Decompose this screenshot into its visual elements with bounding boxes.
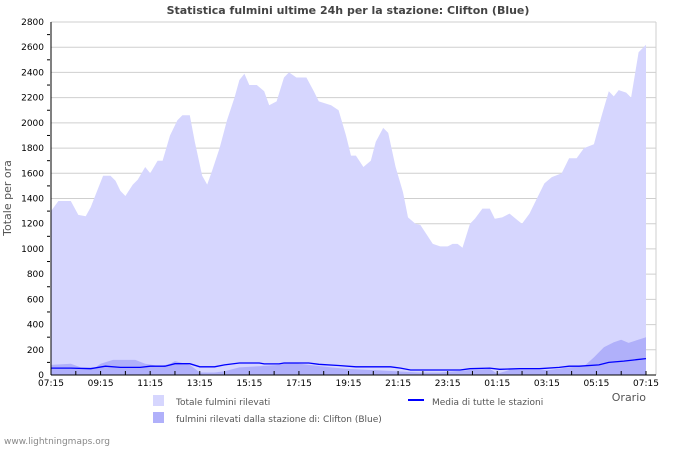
- x-tick-label: 07:15: [633, 379, 659, 389]
- y-tick-label: 1200: [21, 220, 44, 230]
- y-tick-label: 2200: [21, 94, 44, 104]
- x-tick-label: 15:15: [236, 379, 262, 389]
- y-tick-label: 1800: [21, 144, 44, 154]
- legend-label-total: Totale fulmini rilevati: [175, 398, 270, 408]
- x-tick-label: 07:15: [38, 379, 64, 389]
- area-series: [51, 337, 646, 375]
- y-tick-label: 2400: [21, 68, 44, 78]
- y-axis-label: Totale per ora: [1, 160, 14, 237]
- y-tick-label: 1400: [21, 195, 44, 205]
- x-tick-label: 23:15: [435, 379, 461, 389]
- y-tick-label: 400: [27, 321, 44, 331]
- x-tick-label: 17:15: [286, 379, 312, 389]
- y-tick-label: 1000: [21, 245, 44, 255]
- legend-swatch-station: [153, 412, 164, 423]
- y-tick-label: 800: [27, 270, 44, 280]
- chart-title: Statistica fulmini ultime 24h per la sta…: [167, 4, 530, 17]
- y-tick-label: 2800: [21, 18, 44, 28]
- mean-line-series: [51, 357, 647, 371]
- y-tick-label: 600: [27, 295, 44, 305]
- area-series: [51, 44, 646, 375]
- y-tick-label: 200: [27, 346, 44, 356]
- legend-label-station: fulmini rilevati dalla stazione di: Clif…: [176, 415, 382, 425]
- x-tick-label: 01:15: [484, 379, 510, 389]
- y-tick-label: 1600: [21, 169, 44, 179]
- legend-swatch-total: [153, 395, 164, 406]
- y-tick-label: 2000: [21, 119, 44, 129]
- x-tick-label: 11:15: [137, 379, 163, 389]
- legend-label-mean: Media di tutte le stazioni: [432, 398, 543, 408]
- y-tick-label: 2600: [21, 43, 44, 53]
- legend-swatch-mean: [408, 399, 424, 401]
- x-tick-label: 19:15: [336, 379, 362, 389]
- y-tick-label: 0: [38, 371, 44, 381]
- x-axis-label: Orario: [612, 391, 647, 404]
- legend: Totale fulmini rilevati fulmini rilevati…: [153, 395, 543, 425]
- x-tick-label: 21:15: [385, 379, 411, 389]
- footer-credit: www.lightningmaps.org: [4, 437, 110, 447]
- x-tick-label: 09:15: [88, 379, 114, 389]
- x-tick-label: 03:15: [534, 379, 560, 389]
- x-tick-label: 13:15: [187, 379, 213, 389]
- x-tick-label: 05:15: [583, 379, 609, 389]
